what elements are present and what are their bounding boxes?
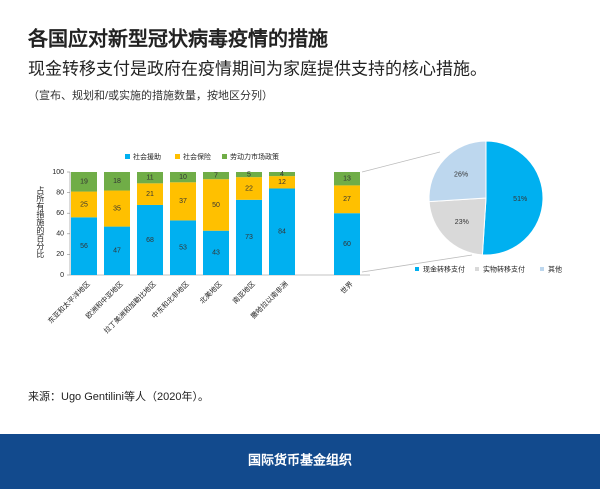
x-tick-label: 南亚地区 — [231, 279, 257, 305]
bar-segment — [269, 176, 295, 189]
x-tick-label: 世界 — [338, 279, 354, 295]
bar-segment — [170, 172, 196, 183]
value-label: 73 — [245, 234, 253, 241]
value-label: 84 — [278, 229, 286, 236]
value-label: 35 — [113, 205, 121, 212]
y-tick-label: 80 — [56, 189, 64, 196]
y-axis-label: 占所有措施的百分比 — [36, 185, 45, 259]
value-label: 56 — [80, 243, 88, 250]
legend-label: 社会保险 — [183, 152, 211, 161]
value-label: 50 — [212, 202, 220, 209]
note: （宣布、规划和/或实施的措施数量，按地区分列） — [28, 88, 273, 102]
value-label: 18 — [113, 178, 121, 185]
bar-segment — [137, 204, 163, 275]
value-label: 19 — [80, 179, 88, 186]
title: 各国应对新型冠状病毒疫情的措施 — [27, 26, 328, 50]
bar-segment — [334, 213, 360, 275]
legend-label: 现金转移支付 — [423, 264, 465, 273]
value-label: 25 — [80, 201, 88, 208]
bar-segment — [269, 172, 295, 177]
legend-label: 实物转移支付 — [483, 264, 525, 273]
bar-segment — [334, 172, 360, 186]
legend-swatch — [475, 267, 479, 271]
bar-segment — [71, 217, 97, 275]
y-tick-label: 60 — [56, 210, 64, 217]
bar-segment — [203, 172, 229, 180]
legend-swatch — [540, 267, 544, 271]
bar-segment — [104, 190, 130, 227]
value-label: 37 — [179, 198, 187, 205]
legend-label: 劳动力市场政策 — [230, 152, 279, 161]
value-label: 23% — [455, 219, 469, 226]
bar-segment — [236, 199, 262, 275]
value-label: 13 — [343, 176, 351, 183]
value-label: 11 — [146, 175, 153, 182]
subtitle: 现金转移支付是政府在疫情期间为家庭提供支持的核心措施。 — [28, 59, 487, 78]
footer-band — [0, 434, 600, 489]
value-label: 4 — [280, 171, 284, 178]
value-label: 51% — [513, 196, 527, 203]
y-tick-label: 20 — [56, 251, 64, 258]
legend-label: 其他 — [548, 264, 562, 273]
footer: 国际货币基金组织 — [248, 452, 352, 467]
value-label: 60 — [343, 241, 351, 248]
bar-segment — [203, 179, 229, 231]
bar-segment — [203, 230, 229, 275]
pie-slice — [428, 197, 487, 256]
x-tick-label: 东亚和太平洋地区 — [46, 279, 92, 325]
bar-segment — [71, 191, 97, 218]
value-label: 10 — [179, 174, 187, 181]
value-label: 5 — [247, 171, 251, 178]
value-label: 43 — [212, 250, 220, 257]
bar-segment — [170, 220, 196, 275]
bar-segment — [236, 172, 262, 178]
bar-segment — [236, 177, 262, 200]
bar-segment — [137, 172, 163, 184]
y-tick-label: 40 — [56, 231, 64, 238]
y-tick-label: 0 — [60, 272, 64, 279]
value-label: 12 — [278, 179, 286, 186]
source: 来源：Ugo Gentilini等人（2020年）。 — [28, 389, 209, 403]
legend-swatch — [415, 267, 419, 271]
value-label: 7 — [214, 172, 218, 179]
bar-segment — [269, 188, 295, 275]
bar-segment — [104, 226, 130, 275]
value-label: 27 — [343, 196, 351, 203]
bar-segment — [137, 183, 163, 205]
legend-swatch — [125, 154, 130, 159]
value-label: 47 — [113, 248, 121, 255]
legend-swatch — [222, 154, 227, 159]
connector — [361, 254, 473, 273]
bar-segment — [104, 172, 130, 191]
value-label: 68 — [146, 237, 154, 244]
bar-segment — [170, 182, 196, 221]
bar-segment — [334, 185, 360, 214]
legend-swatch — [175, 154, 180, 159]
connector — [361, 151, 441, 173]
pie-slice — [481, 140, 544, 256]
value-label: 26% — [454, 171, 468, 178]
x-tick-label: 北美地区 — [198, 279, 224, 305]
value-label: 21 — [146, 191, 154, 198]
y-tick-label: 100 — [52, 169, 64, 176]
x-tick-label: 拉丁美洲和加勒比地区 — [102, 279, 158, 335]
value-label: 22 — [245, 185, 253, 192]
value-label: 53 — [179, 245, 187, 252]
legend-label: 社会援助 — [133, 152, 161, 161]
bar-segment — [71, 172, 97, 192]
pie-slice — [428, 140, 487, 203]
